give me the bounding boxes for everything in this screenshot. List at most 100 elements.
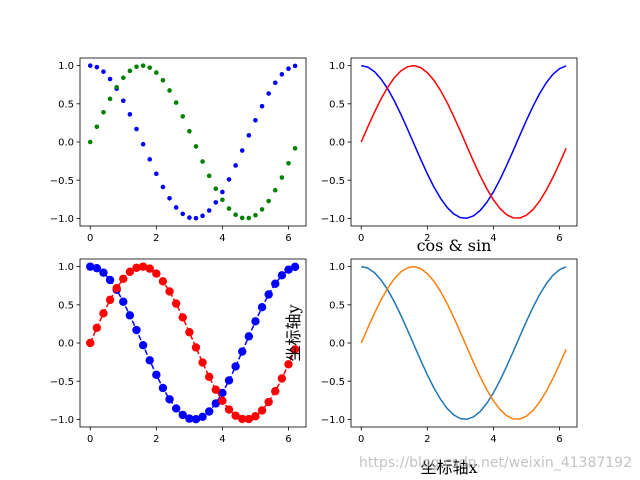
series-cos-marker bbox=[178, 410, 187, 420]
series-sin-marker bbox=[244, 414, 254, 424]
x-tick-label: 4 bbox=[490, 233, 496, 244]
plot-area bbox=[360, 64, 567, 219]
series-cos-marker bbox=[92, 263, 102, 273]
series-cos-point bbox=[206, 208, 212, 213]
axes-frame bbox=[79, 57, 307, 227]
series-cos-marker bbox=[99, 268, 108, 277]
series-cos-point bbox=[259, 103, 265, 109]
series-cos-marker bbox=[86, 262, 95, 271]
series-cos-point bbox=[213, 200, 219, 205]
series-sin-point bbox=[160, 78, 166, 83]
y-tick-label: −0.5 bbox=[321, 176, 345, 187]
series-cos-marker bbox=[185, 414, 194, 423]
series-cos-marker bbox=[271, 279, 280, 288]
y-tick-label: 1.0 bbox=[329, 61, 345, 72]
series-cos-point bbox=[167, 195, 172, 201]
x-tick-label: 4 bbox=[490, 434, 496, 445]
x-tick-label: 2 bbox=[153, 434, 159, 445]
series-cos-point bbox=[266, 91, 271, 96]
series-cos-marker bbox=[244, 332, 254, 341]
series-sin-marker bbox=[204, 372, 214, 382]
axes-frame bbox=[350, 258, 578, 428]
series-sin-marker bbox=[138, 262, 148, 271]
series-cos-point bbox=[140, 141, 146, 147]
y-tick-label: 0.0 bbox=[329, 138, 345, 149]
series-sin-marker bbox=[191, 343, 201, 352]
series-sin-marker bbox=[264, 397, 273, 407]
series-cos-marker bbox=[158, 383, 168, 393]
series-cos-point bbox=[94, 64, 100, 70]
series-cos-marker bbox=[125, 311, 135, 320]
plot-area bbox=[86, 262, 300, 424]
series-cos-line bbox=[361, 64, 567, 219]
series-cos-point bbox=[292, 63, 298, 69]
series-cos-marker bbox=[224, 376, 234, 385]
series-sin-point bbox=[266, 198, 271, 204]
x-tick-label: 0 bbox=[358, 233, 364, 244]
series-sin-line bbox=[360, 64, 567, 219]
series-sin-point bbox=[213, 186, 219, 192]
series-cos-point bbox=[200, 213, 205, 219]
series-cos-marker bbox=[218, 388, 227, 398]
x-tick-label: 2 bbox=[424, 233, 430, 244]
plot-area bbox=[360, 265, 567, 420]
series-cos-point bbox=[187, 215, 192, 220]
series-cos-point bbox=[226, 177, 232, 182]
series-cos-marker bbox=[204, 407, 214, 416]
x-tick-label: 6 bbox=[285, 434, 291, 445]
series-cos-marker bbox=[145, 356, 154, 365]
series-sin-point bbox=[114, 84, 119, 90]
series-sin-marker bbox=[112, 284, 121, 293]
series-cos-marker bbox=[264, 290, 273, 299]
series-cos-line bbox=[90, 265, 296, 420]
series-cos-point bbox=[120, 98, 126, 104]
series-sin-point bbox=[279, 175, 285, 180]
x-tick-label: 2 bbox=[153, 233, 159, 244]
series-cos-point bbox=[220, 189, 225, 195]
series-sin-marker bbox=[105, 295, 115, 305]
series-sin-marker bbox=[271, 386, 280, 396]
series-sin-point bbox=[233, 212, 238, 217]
y-tick-label: 0.0 bbox=[58, 339, 74, 350]
series-cos-point bbox=[101, 69, 106, 74]
series-cos-marker bbox=[231, 362, 240, 371]
y-tick-label: 0.5 bbox=[58, 300, 74, 311]
series-cos-point bbox=[134, 126, 139, 132]
series-cos-point bbox=[193, 215, 199, 221]
series-sin-point bbox=[292, 146, 298, 151]
series-sin-marker bbox=[290, 345, 300, 354]
x-tick-label: 0 bbox=[87, 434, 93, 445]
series-cos-point bbox=[127, 112, 133, 117]
series-sin-marker bbox=[231, 411, 240, 420]
series-sin-point bbox=[140, 63, 146, 68]
y-tick-label: −1.0 bbox=[321, 214, 345, 225]
series-cos-point bbox=[272, 80, 278, 86]
series-cos-point bbox=[279, 72, 285, 77]
series-sin-marker bbox=[92, 323, 102, 332]
series-sin-point bbox=[173, 100, 179, 105]
series-sin-marker bbox=[224, 405, 234, 414]
series-sin-marker bbox=[198, 358, 207, 367]
series-sin-marker bbox=[251, 412, 260, 421]
series-sin-marker bbox=[86, 338, 95, 348]
series-sin-marker bbox=[171, 299, 181, 308]
series-cos-marker bbox=[138, 341, 148, 350]
y-tick-label: −0.5 bbox=[321, 377, 345, 388]
series-cos-marker bbox=[191, 415, 201, 424]
x-axis-label: 坐标轴x bbox=[420, 458, 477, 477]
series-sin-marker bbox=[218, 396, 227, 406]
plot-area bbox=[87, 63, 298, 221]
y-tick-label: 0.5 bbox=[329, 99, 345, 110]
x-tick-label: 0 bbox=[87, 233, 93, 244]
subplot-top-left: 0 2 4 6 −1.0 −0.5 0.0 0.5 1.0 bbox=[50, 57, 307, 244]
series-cos-point bbox=[239, 148, 245, 153]
series-cos-point bbox=[87, 63, 93, 68]
series-cos-marker bbox=[238, 347, 247, 356]
series-sin-point bbox=[259, 207, 265, 212]
series-sin-point bbox=[193, 144, 199, 149]
series-sin-point bbox=[226, 206, 232, 211]
y-tick-label: −1.0 bbox=[50, 415, 74, 426]
series-sin-marker bbox=[211, 385, 220, 394]
subplot-bottom-right: 0 2 4 6 −1.0 −0.5 0.0 0.5 1.0 cos & sin 坐标轴x 坐标轴y bbox=[284, 236, 578, 477]
y-tick-label: −1.0 bbox=[321, 415, 345, 426]
